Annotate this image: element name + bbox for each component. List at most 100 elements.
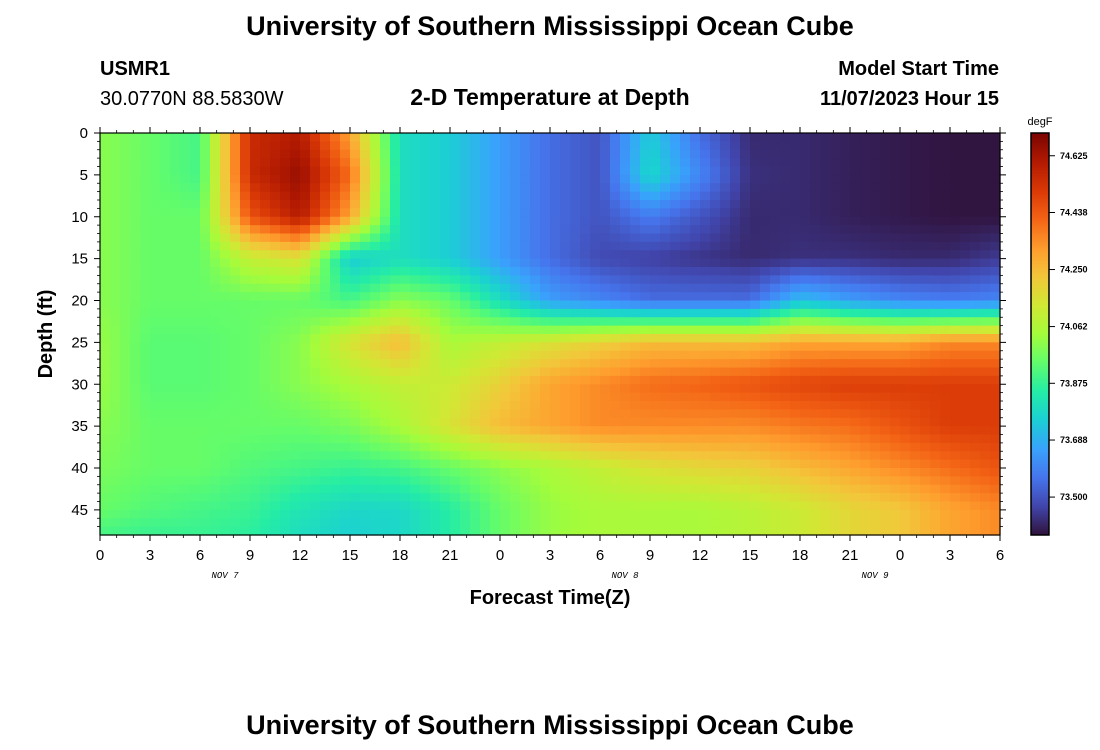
heatmap-cell xyxy=(230,384,241,394)
heatmap-cell xyxy=(110,367,121,377)
heatmap-cell xyxy=(830,133,841,142)
heatmap-cell xyxy=(460,225,471,235)
heatmap-cell xyxy=(520,392,531,402)
heatmap-cell xyxy=(590,518,601,528)
heatmap-cell xyxy=(490,434,501,444)
heatmap-cell xyxy=(920,367,931,377)
heatmap-cell xyxy=(530,275,541,285)
heatmap-cell xyxy=(630,141,641,151)
heatmap-cell xyxy=(560,166,571,176)
heatmap-cell xyxy=(280,459,291,469)
heatmap-cell xyxy=(490,183,501,193)
heatmap-cell xyxy=(530,426,541,436)
heatmap-cell xyxy=(960,442,971,452)
heatmap-cell xyxy=(530,359,541,369)
heatmap-cell xyxy=(120,317,131,327)
heatmap-cell xyxy=(370,476,381,486)
heatmap-cell xyxy=(870,166,881,176)
heatmap-cell xyxy=(160,208,171,218)
heatmap-cell xyxy=(190,166,201,176)
heatmap-cell xyxy=(340,308,351,318)
heatmap-cell xyxy=(680,526,691,536)
heatmap-cell xyxy=(380,426,391,436)
heatmap-cell xyxy=(360,342,371,352)
heatmap-cell xyxy=(320,174,331,184)
heatmap-cell xyxy=(550,325,561,335)
heatmap-cell xyxy=(250,426,261,436)
heatmap-cell xyxy=(610,493,621,503)
heatmap-cell xyxy=(170,518,181,528)
heatmap-cell xyxy=(170,174,181,184)
heatmap-cell xyxy=(220,292,231,302)
heatmap-cell xyxy=(980,426,991,436)
heatmap-cell xyxy=(320,476,331,486)
heatmap-cell xyxy=(480,149,491,159)
heatmap-cell xyxy=(660,166,671,176)
heatmap-cell xyxy=(670,367,681,377)
heatmap-cell xyxy=(330,493,341,503)
heatmap-cell xyxy=(330,484,341,494)
heatmap-cell xyxy=(900,308,911,318)
heatmap-cell xyxy=(170,501,181,511)
heatmap-cell xyxy=(990,401,1001,410)
heatmap-cell xyxy=(340,350,351,360)
heatmap-cell xyxy=(810,200,821,209)
heatmap-cell xyxy=(650,417,661,427)
heatmap-cell xyxy=(620,275,631,285)
heatmap-cell xyxy=(520,250,531,260)
heatmap-cell xyxy=(170,468,181,477)
heatmap-cell xyxy=(150,166,161,176)
heatmap-cell xyxy=(550,216,561,226)
heatmap-cell xyxy=(280,518,291,528)
heatmap-cell xyxy=(410,442,421,452)
heatmap-cell xyxy=(580,300,591,310)
heatmap-cell xyxy=(270,225,281,235)
heatmap-cell xyxy=(750,149,761,159)
heatmap-cell xyxy=(540,442,551,452)
heatmap-cell xyxy=(460,526,471,536)
heatmap-cell xyxy=(660,241,671,251)
heatmap-cell xyxy=(820,200,831,209)
heatmap-cell xyxy=(730,292,741,302)
heatmap-cell xyxy=(150,484,161,494)
heatmap-cell xyxy=(850,526,861,536)
heatmap-cell xyxy=(310,267,321,276)
heatmap-cell xyxy=(140,292,151,302)
heatmap-cell xyxy=(210,317,221,327)
heatmap-cell xyxy=(960,367,971,377)
heatmap-cell xyxy=(570,149,581,159)
heatmap-cell xyxy=(480,350,491,360)
heatmap-cell xyxy=(510,141,521,151)
heatmap-cell xyxy=(190,375,201,385)
heatmap-cell xyxy=(350,317,361,327)
heatmap-cell xyxy=(130,384,141,394)
heatmap-cell xyxy=(630,275,641,285)
heatmap-cell xyxy=(130,308,141,318)
heatmap-cell xyxy=(250,493,261,503)
heatmap-cell xyxy=(390,342,401,352)
heatmap-cell xyxy=(520,183,531,193)
heatmap-cell xyxy=(960,451,971,461)
heatmap-cell xyxy=(910,183,921,193)
heatmap-cell xyxy=(620,292,631,302)
heatmap-cell xyxy=(840,258,851,268)
heatmap-cell xyxy=(410,149,421,159)
heatmap-cell xyxy=(180,183,191,193)
heatmap-cell xyxy=(550,174,561,184)
heatmap-cell xyxy=(910,334,921,343)
heatmap-cell xyxy=(540,476,551,486)
heatmap-cell xyxy=(740,384,751,394)
heatmap-cell xyxy=(210,250,221,260)
heatmap-cell xyxy=(890,216,901,226)
heatmap-cell xyxy=(640,392,651,402)
heatmap-cell xyxy=(390,442,401,452)
heatmap-cell xyxy=(550,417,561,427)
heatmap-cell xyxy=(240,493,251,503)
heatmap-cell xyxy=(290,417,301,427)
heatmap-cell xyxy=(240,359,251,369)
heatmap-cell xyxy=(470,141,481,151)
heatmap-cell xyxy=(390,476,401,486)
heatmap-cell xyxy=(340,392,351,402)
heatmap-cell xyxy=(720,350,731,360)
heatmap-cell xyxy=(600,300,611,310)
